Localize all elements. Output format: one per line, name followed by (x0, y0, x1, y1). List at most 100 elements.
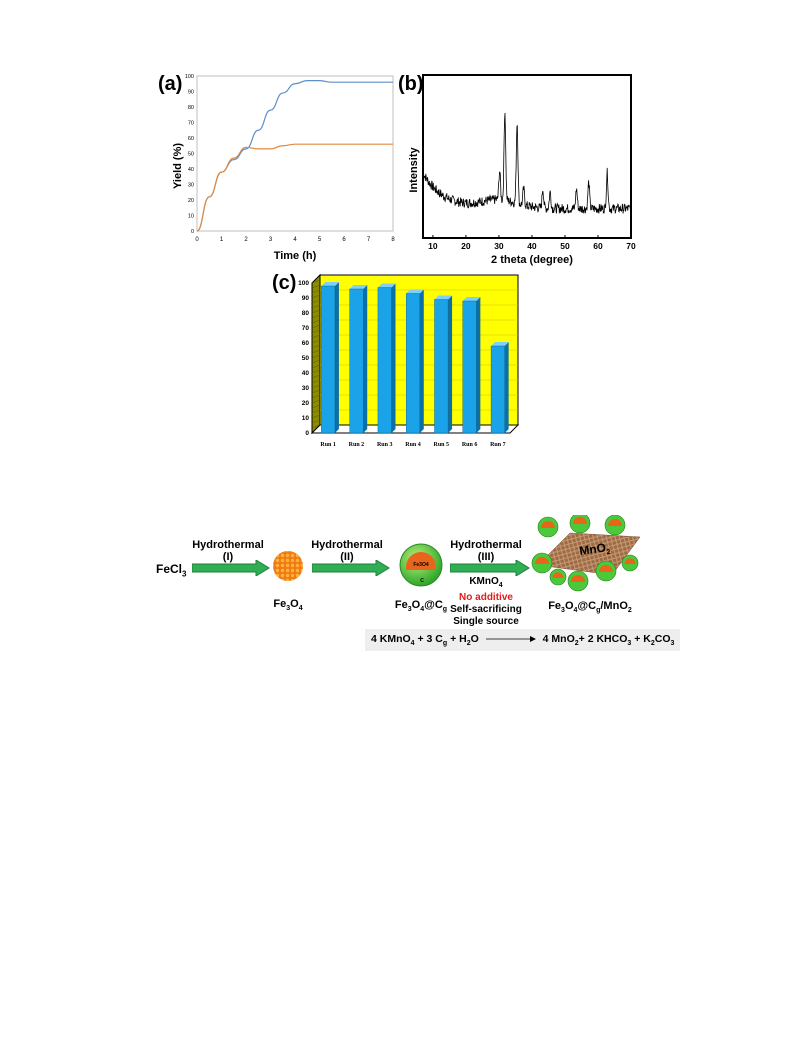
chart-b-xtick-1: 20 (461, 241, 471, 251)
step1-arrow (192, 560, 270, 576)
step2-arrow (312, 560, 390, 576)
step3-label: Hydrothermal (III) (450, 539, 522, 563)
chart-a-ytick-2: 20 (188, 198, 194, 204)
equation-arrow (485, 636, 536, 643)
chart-a-ytick-9: 90 (188, 90, 194, 96)
chart-b: Intensity 10 20 30 40 50 60 70 2 theta (degree… (408, 74, 636, 266)
chart-c-bar-0 (321, 285, 336, 434)
chart-c-xtick-4: Run 5 (434, 442, 450, 448)
chart-b-xtick-3: 40 (527, 241, 537, 251)
chart-c-bar-top-0 (321, 282, 339, 286)
scheme-start: FeCl3 (156, 562, 187, 579)
chart-b-ylabel: Intensity (408, 147, 420, 193)
chart-c-bar-top-4 (434, 295, 453, 300)
chart-c-xtick-6: Run 7 (490, 442, 506, 448)
chart-a-xtick-5: 5 (318, 237, 322, 243)
chart-c-bar-top-1 (349, 285, 368, 289)
chart-c-ytick-2: 20 (302, 400, 310, 407)
chart-c-xtick-5: Run 6 (462, 442, 478, 448)
chart-c-bar-top-3 (406, 289, 424, 294)
chart-c-ytick-3: 30 (302, 385, 310, 392)
chart-c-bar-3 (406, 293, 420, 434)
chart-c-bar-side-4 (448, 295, 453, 433)
chart-b-xticks: 10 20 30 40 50 60 70 (428, 235, 636, 251)
chart-c-side-hatch (311, 279, 321, 284)
mini-sphere-core-7 (552, 572, 564, 578)
chart-a-frame (196, 75, 394, 232)
chart-c-bar-6 (490, 345, 505, 434)
chart-c-bar-top-5 (462, 297, 481, 301)
chart-c-bar-1 (349, 288, 364, 434)
chart-c-side-hatch (311, 304, 321, 309)
chart-a-ytick-4: 40 (188, 167, 194, 173)
step1-label: Hydrothermal (I) (192, 539, 264, 563)
sphere-core-label: Fe3O4 (413, 562, 429, 568)
chart-a-series (196, 80, 393, 232)
prod2-label: Fe3O4@Cg (394, 599, 448, 614)
chart-c-side-hatch (311, 404, 321, 409)
chart-c-xtick-1: Run 2 (349, 442, 365, 448)
chart-a: Yield (%) 0 10 20 30 40 50 60 70 80 90 100 0 1 2 3 4 5 6… (172, 74, 395, 262)
chart-c-side-hatch (311, 419, 321, 424)
panel-label-c: (c) (272, 272, 297, 294)
chart-c-bar-side-2 (391, 283, 396, 433)
chart-a-ytick-10: 100 (185, 74, 194, 80)
chart-c-bar-side-5 (476, 297, 481, 433)
chart-c-side-hatch (311, 334, 321, 339)
chart-a-ytick-7: 70 (188, 121, 194, 127)
panel-label-a: (a) (158, 73, 183, 95)
chart-c-xtick-0: Run 1 (320, 442, 336, 448)
chart-c-side-hatch (311, 374, 321, 379)
chart-b-xrd-trace (423, 112, 632, 214)
chart-a-xtick-8: 8 (391, 237, 395, 243)
panel-label-b: (b) (398, 73, 424, 95)
chart-a-xtick-2: 2 (244, 237, 248, 243)
chart-c-ytick-0: 0 (305, 430, 309, 437)
mini-sphere-core-4 (571, 575, 585, 582)
chart-c-side-hatch (311, 319, 321, 324)
chart-a-xticks: 0 1 2 3 4 5 6 7 8 (195, 237, 395, 243)
chart-c-side-hatch (311, 384, 321, 389)
chart-c-ytick-6: 60 (302, 340, 310, 347)
chart-a-series-line-1 (196, 143, 393, 232)
chart-c-xtick-2: Run 3 (377, 442, 393, 448)
chart-c-bar-side-6 (504, 342, 509, 433)
chart-c-side-hatch (311, 364, 321, 369)
chart-a-ytick-5: 50 (188, 152, 194, 158)
chart-b-xtick-0: 10 (428, 241, 438, 251)
chart-c-bar-side-1 (363, 285, 368, 433)
chart-a-xtick-3: 3 (269, 237, 273, 243)
fe3o4-particle (273, 551, 303, 581)
chart-c-side-hatch (311, 359, 321, 364)
chart-c-side-hatch (311, 339, 321, 344)
chart-c-side-hatch (311, 389, 321, 394)
fe3o4-cg-sphere: Fe3O4 C (399, 543, 443, 587)
chart-c-side-hatch (311, 329, 321, 334)
chart-c-xticks: Run 1 Run 2 Run 3 Run 4 Run 5 Run 6 Run 7 (320, 442, 505, 448)
chart-a-ylabel: Yield (%) (172, 143, 184, 189)
final-label: Fe3O4@Cg/MnO2 (548, 600, 632, 615)
chart-c-side-hatch (311, 399, 321, 404)
chart-b-xtick-2: 30 (494, 241, 504, 251)
chart-c-ytick-7: 70 (302, 325, 310, 332)
chart-c-bar-4 (434, 299, 449, 434)
chart-c-ytick-9: 90 (302, 295, 310, 302)
mno2-label: MnO2 (578, 540, 611, 560)
mini-sphere-core-2 (608, 519, 622, 526)
chart-a-ytick-6: 60 (188, 136, 194, 142)
chart-b-xlabel: 2 theta (degree) (491, 254, 573, 266)
mini-sphere-core-1 (573, 517, 587, 524)
sphere-shell-label: C (420, 578, 424, 584)
mini-sphere-core-3 (535, 557, 549, 564)
step3-arrow (450, 560, 530, 576)
chart-a-xtick-0: 0 (195, 237, 199, 243)
chart-c-bars (321, 282, 509, 434)
chart-b-xtick-6: 70 (626, 241, 636, 251)
chart-c-side-hatch (311, 379, 321, 384)
mini-sphere-core-5 (599, 565, 613, 572)
chart-c-side-hatch (311, 354, 321, 359)
chart-b-xtick-4: 50 (560, 241, 570, 251)
chart-a-yticks: 0 10 20 30 40 50 60 70 80 90 100 (185, 74, 194, 235)
chart-b-frame (422, 74, 632, 239)
